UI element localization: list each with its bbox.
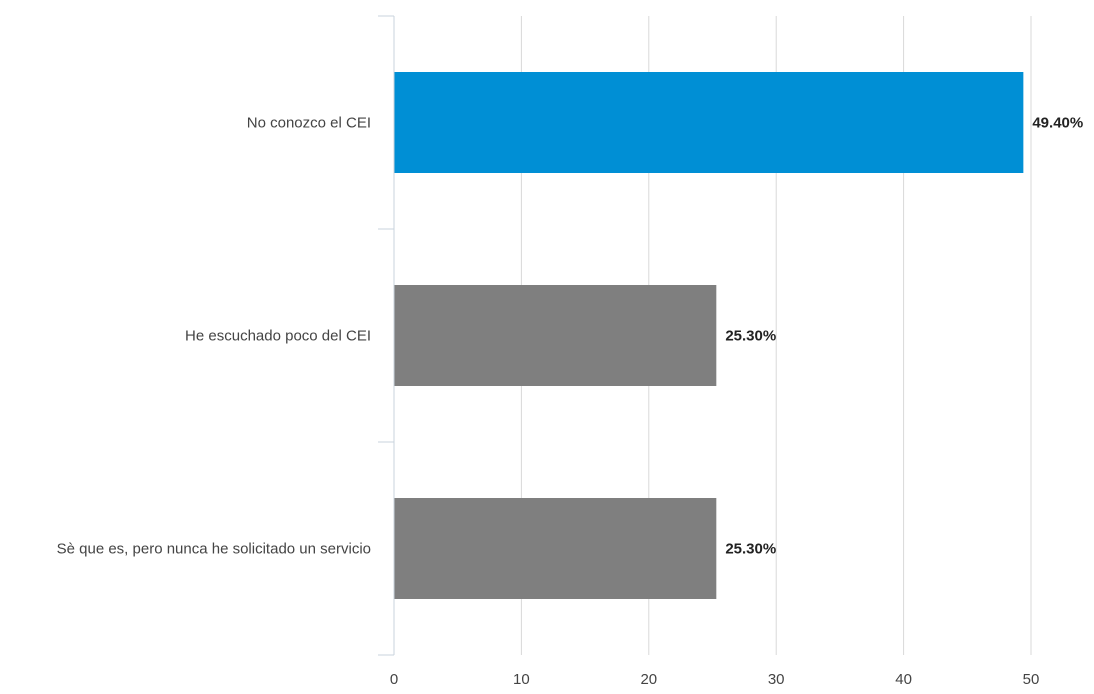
bar-1 [394,285,717,386]
labels: 0 10 20 30 40 50 No conozco el CEI 49.40% He esc… [57,115,1084,689]
x-tick-label-50: 50 [1023,671,1040,688]
x-tick-label-10: 10 [513,671,530,688]
bars [394,72,1024,599]
x-tick-label-40: 40 [895,671,912,688]
x-tick-label-0: 0 [390,671,398,688]
category-label-0: No conozco el CEI [247,115,371,132]
data-label-1: 25.30% [725,328,776,345]
bar-2 [394,498,717,599]
x-tick-label-30: 30 [768,671,785,688]
data-label-2: 25.30% [725,541,776,558]
bar-0 [394,72,1024,173]
category-label-2: Sè que es, pero nunca he solicitado un s… [57,541,371,558]
x-tick-label-20: 20 [640,671,657,688]
data-label-0: 49.40% [1032,115,1083,132]
y-axis [378,15,395,656]
category-label-1: He escuchado poco del CEI [185,328,371,345]
